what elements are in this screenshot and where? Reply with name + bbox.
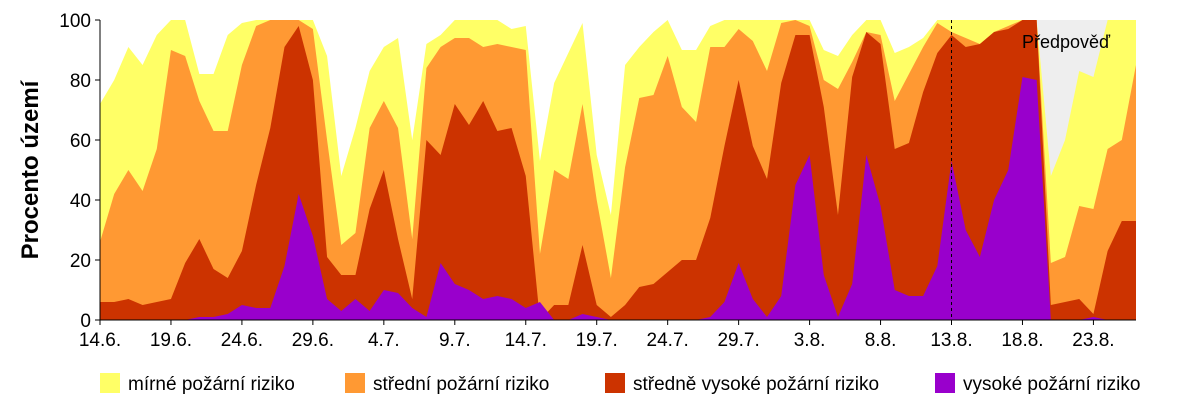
y-axis-label: Procento území (17, 79, 44, 259)
x-tick-label: 9.7. (439, 330, 471, 351)
legend-swatch (935, 373, 955, 393)
y-tick-label: 60 (70, 131, 91, 152)
legend-item-stredni: střední požární riziko (345, 373, 549, 395)
legend-label: střední požární riziko (373, 374, 549, 395)
legend-label: středně vysoké požární riziko (633, 374, 879, 395)
legend-swatch (100, 373, 120, 393)
x-tick-label: 4.7. (368, 330, 400, 351)
forecast-label: Předpověď (1022, 32, 1111, 52)
x-tick-label: 29.6. (292, 330, 334, 351)
axes: 0 20 40 60 80 100 14.6. 19.6. 24.6. 29.6. 4.7. 9.7.… (59, 11, 1136, 351)
area-vysoke (100, 77, 1136, 320)
x-tick-label: 19.6. (150, 330, 192, 351)
x-tick-label: 13.8. (930, 330, 972, 351)
legend-label: mírné požární riziko (128, 374, 295, 395)
x-tick-label: 23.8. (1072, 330, 1114, 351)
x-tick-label: 18.8. (1001, 330, 1043, 351)
x-tick-label: 24.7. (647, 330, 689, 351)
legend-label: vysoké požární riziko (963, 374, 1140, 395)
legend-item-vysoke: vysoké požární riziko (935, 373, 1140, 395)
x-tick-label: 24.6. (221, 330, 263, 351)
x-tick-label: 14.6. (79, 330, 121, 351)
x-tick-label: 14.7. (505, 330, 547, 351)
legend-swatch (345, 373, 365, 393)
x-tick-label: 19.7. (576, 330, 618, 351)
y-tick-label: 20 (70, 251, 91, 272)
x-tick-label: 3.8. (794, 330, 826, 351)
x-tick-label: 29.7. (717, 330, 759, 351)
legend-item-mirne: mírné požární riziko (100, 373, 295, 395)
y-tick-label: 80 (70, 71, 91, 92)
legend-item-stredne_vysoke: středně vysoké požární riziko (605, 373, 879, 395)
y-tick-label: 0 (80, 311, 91, 332)
y-tick-label: 40 (70, 191, 91, 212)
x-tick-label: 8.8. (865, 330, 897, 351)
plot-area (100, 20, 1136, 320)
legend-swatch (605, 373, 625, 393)
legend: mírné požární riziko střední požární rizi… (100, 373, 1140, 395)
y-tick-label: 100 (59, 11, 91, 32)
